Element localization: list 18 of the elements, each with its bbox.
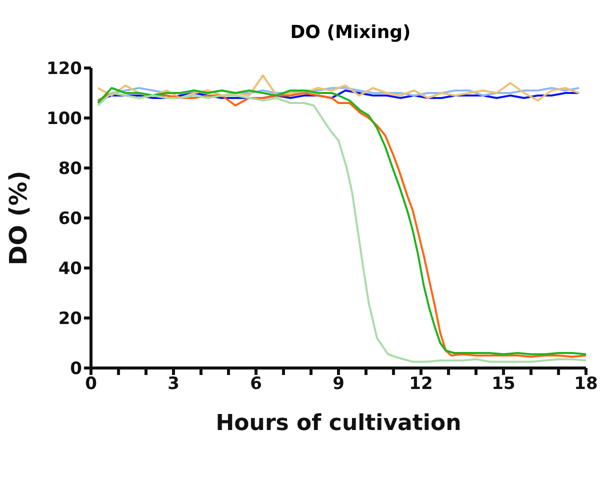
x-tick-label: 15: [492, 374, 516, 394]
x-axis-title: Hours of cultivation: [216, 411, 462, 436]
x-tick-label: 9: [332, 374, 344, 394]
y-axis-title: DO (%): [4, 170, 33, 266]
x-tick-label: 3: [168, 374, 180, 394]
x-tick-label: 12: [409, 374, 433, 394]
x-tick-label: 18: [574, 374, 598, 394]
y-tick-label: 60: [58, 209, 82, 230]
x-tick-label: 0: [85, 374, 98, 394]
y-tick-label: 100: [46, 109, 82, 130]
x-tick-label: 6: [250, 374, 262, 394]
chart-title: DO (Mixing): [289, 22, 412, 43]
line-series: [96, 74, 580, 102]
y-tick-label: 0: [70, 359, 82, 380]
y-tick-label: 20: [58, 309, 82, 330]
y-tick-label: 80: [58, 159, 82, 180]
y-tick-label: 120: [46, 59, 82, 80]
y-tick-label: 40: [58, 259, 82, 280]
